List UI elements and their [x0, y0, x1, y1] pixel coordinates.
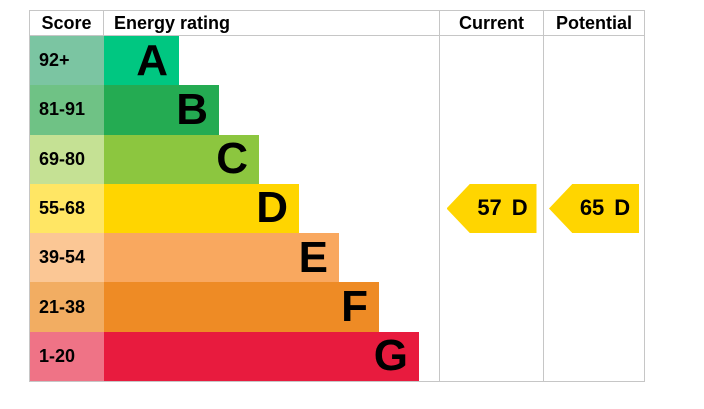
potential-cell [543, 331, 644, 381]
current-cell [439, 85, 543, 135]
band-letter-g: G [373, 331, 408, 381]
band-row-f: 21-38 F [30, 282, 644, 332]
band-letter-d: D [256, 183, 288, 233]
band-row-b: 81-91 B [30, 84, 644, 135]
bar-area: B [104, 84, 439, 135]
band-bar-b: B [104, 84, 219, 135]
band-letter-a: A [136, 35, 168, 85]
energy-rating-column-header: Energy rating [114, 12, 231, 33]
band-letter-e: E [298, 232, 328, 282]
potential-cell [543, 134, 644, 184]
current-cell: 57 D [439, 183, 543, 234]
potential-column-header: Potential [543, 11, 644, 35]
bar-area: A [104, 35, 439, 86]
score-range-label-d: 55-68 [30, 183, 104, 234]
current-cell [439, 282, 543, 332]
current-cell [439, 331, 543, 381]
bar-area: E [104, 232, 439, 283]
band-letter-c: C [216, 134, 248, 184]
potential-cell [543, 85, 644, 135]
band-row-d: 55-68 D 57 D 65 D [30, 183, 644, 234]
potential-rating-band: D [614, 195, 631, 221]
score-range-label-f: 21-38 [30, 282, 104, 332]
bar-area: D [104, 183, 439, 234]
current-rating-arrow: 57 D [446, 183, 537, 234]
band-letter-f: F [341, 282, 368, 332]
score-range-label-a: 92+ [30, 36, 104, 86]
bar-area: G [104, 331, 439, 381]
current-cell [439, 233, 543, 283]
score-range-label-g: 1-20 [30, 331, 104, 381]
current-rating-band: D [511, 195, 528, 221]
band-row-c: 69-80 C [30, 134, 644, 184]
band-letter-b: B [176, 84, 208, 134]
potential-cell [543, 233, 644, 283]
band-rows: 92+ A 81-91 B [30, 36, 644, 381]
score-range-label-b: 81-91 [30, 85, 104, 135]
epc-table: Score Energy rating Current Potential 92… [29, 10, 645, 382]
potential-rating-value: 65 [579, 195, 605, 221]
bar-area: F [104, 282, 439, 332]
band-bar-g: G [104, 331, 419, 381]
band-row-e: 39-54 E [30, 232, 644, 283]
current-cell [439, 134, 543, 184]
current-rating-value: 57 [477, 195, 502, 221]
current-cell [439, 36, 543, 86]
potential-cell: 65 D [543, 183, 644, 234]
band-bar-d: D [104, 183, 299, 234]
score-column-header: Score [30, 11, 104, 35]
bar-area: C [104, 134, 439, 184]
score-range-label-c: 69-80 [30, 134, 104, 184]
band-bar-f: F [104, 282, 379, 332]
band-bar-e: E [104, 232, 339, 283]
band-row-g: 1-20 G [30, 331, 644, 381]
current-column-header: Current [439, 11, 543, 35]
table-header-row: Score Energy rating Current Potential [30, 11, 644, 36]
potential-rating-arrow: 65 D [549, 183, 639, 234]
potential-cell [543, 282, 644, 332]
band-bar-c: C [104, 134, 259, 184]
score-range-label-e: 39-54 [30, 233, 104, 283]
band-bar-a: A [104, 35, 179, 86]
potential-cell [543, 36, 644, 86]
band-row-a: 92+ A [30, 35, 644, 86]
